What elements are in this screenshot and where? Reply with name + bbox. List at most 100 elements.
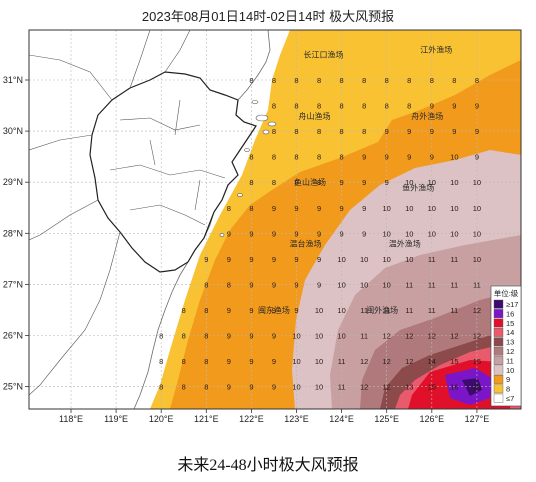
forecast-value: 10	[383, 229, 391, 238]
forecast-value: 9	[452, 102, 456, 111]
forecast-value: 8	[362, 76, 366, 85]
forecast-value: 10	[292, 383, 300, 392]
forecast-value: 10	[383, 204, 391, 213]
forecast-value: 8	[159, 357, 163, 366]
legend-swatch	[493, 375, 504, 384]
forecast-value: 10	[428, 204, 436, 213]
forecast-value: 8	[294, 127, 298, 136]
forecast-value: 10	[450, 153, 458, 162]
forecast-value: 8	[227, 280, 231, 289]
legend-label: 9	[506, 375, 510, 384]
forecast-value: 12	[383, 357, 391, 366]
forecast-value: 13	[405, 383, 413, 392]
forecast-value: 9	[227, 383, 231, 392]
forecast-value: 9	[475, 127, 479, 136]
forecast-value: 12	[360, 383, 368, 392]
forecast-value: 10	[473, 229, 481, 238]
x-tick-label: 125°E	[374, 414, 399, 424]
forecast-value: 11	[405, 306, 413, 315]
forecast-value: 8	[317, 153, 321, 162]
forecast-value: 9	[249, 306, 253, 315]
forecast-value: 9	[385, 153, 389, 162]
forecast-value: 10	[473, 178, 481, 187]
forecast-value: 11	[428, 306, 436, 315]
legend-swatch	[493, 309, 504, 318]
forecast-value: 11	[338, 357, 346, 366]
y-tick-label: 30°N	[3, 126, 23, 136]
forecast-value: 10	[428, 178, 436, 187]
forecast-value: 11	[360, 332, 368, 341]
forecast-value: 9	[272, 204, 276, 213]
forecast-value: 12	[473, 332, 481, 341]
forecast-values: 8 8 8 8 8 8 8 8 8 8 8 8 8 8 8 8 8 8 9 9 9 8 8 8 8 8 9 9 9 9 9 8 8 8 8 8 9 9 9 9…	[159, 76, 481, 392]
forecast-value: 9	[340, 229, 344, 238]
forecast-value: 8	[407, 76, 411, 85]
forecast-value: 10	[360, 255, 368, 264]
forecast-value: 9	[362, 229, 366, 238]
legend-swatch	[493, 318, 504, 328]
forecast-value: 10	[450, 204, 458, 213]
forecast-value: 9	[294, 204, 298, 213]
forecast-value: 9	[272, 280, 276, 289]
forecast-value: 11	[405, 280, 413, 289]
x-tick-label: 126°E	[419, 414, 444, 424]
zhejiang-boundary	[89, 71, 257, 273]
forecast-value: 10	[337, 306, 345, 315]
y-tick-label: 25°N	[3, 382, 23, 392]
forecast-value: 8	[272, 127, 276, 136]
legend-swatch	[493, 337, 504, 347]
forecast-value: 9	[294, 229, 298, 238]
forecast-value: 10	[292, 332, 300, 341]
forecast-value: 10	[337, 280, 345, 289]
forecast-value: 8	[317, 127, 321, 136]
forecast-value: 9	[227, 255, 231, 264]
forecast-value: 9	[317, 204, 321, 213]
forecast-value: 8	[385, 76, 389, 85]
forecast-value: 9	[407, 127, 411, 136]
forecast-value: 8	[204, 280, 208, 289]
forecast-value: 12	[405, 332, 413, 341]
legend-label: 16	[506, 309, 514, 318]
forecast-value: 10	[405, 204, 413, 213]
forecast-value: 9	[249, 383, 253, 392]
fishing-zone-label: 闽东渔场	[258, 305, 290, 315]
legend-label: 13	[506, 338, 514, 347]
forecast-value: 12	[360, 357, 368, 366]
forecast-value: 15	[428, 383, 436, 392]
forecast-value: 11	[338, 383, 346, 392]
forecast-value: 10	[450, 178, 458, 187]
forecast-value: 9	[249, 280, 253, 289]
forecast-value: 10	[405, 255, 413, 264]
forecast-value: 8	[317, 178, 321, 187]
forecast-value: 14	[428, 357, 436, 366]
forecast-value: 9	[227, 357, 231, 366]
forecast-value: 9	[272, 383, 276, 392]
forecast-value: 10	[315, 383, 323, 392]
forecast-value: 8	[272, 102, 276, 111]
forecast-value: 12	[383, 332, 391, 341]
legend-label: ≤7	[506, 394, 514, 403]
forecast-value: 10	[337, 332, 345, 341]
forecast-value: 9	[227, 306, 231, 315]
fishing-zone-label: 鱼外渔场	[402, 182, 434, 192]
x-tick-label: 118°E	[59, 414, 83, 424]
forecast-value: 12	[473, 306, 481, 315]
x-tick-label: 120°E	[149, 414, 174, 424]
legend-swatch	[493, 393, 504, 403]
forecast-value: 9	[317, 255, 321, 264]
legend-title: 单位:级	[494, 288, 519, 298]
legend-label: 15	[506, 319, 514, 328]
forecast-value: 11	[473, 280, 481, 289]
forecast-value: 9	[430, 127, 434, 136]
forecast-value: 10	[315, 357, 323, 366]
legend-label: 11	[506, 356, 514, 365]
forecast-value: 9	[227, 229, 231, 238]
forecast-value: 8	[272, 76, 276, 85]
forecast-value: 8	[475, 76, 479, 85]
fishing-zone-label: 江外渔场	[420, 44, 452, 54]
forecast-value: 10	[473, 255, 481, 264]
forecast-value: 10	[383, 280, 391, 289]
legend-label: 8	[506, 385, 510, 394]
legend-swatch	[493, 328, 504, 337]
